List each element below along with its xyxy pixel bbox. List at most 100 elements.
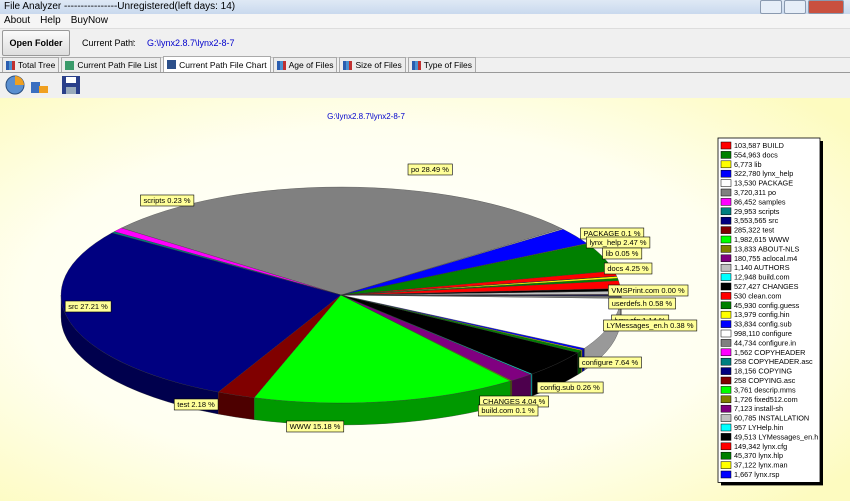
save-icon[interactable] (62, 76, 80, 94)
slice-label: build.com 0.1 % (478, 404, 539, 417)
legend-swatch (720, 207, 732, 216)
tab[interactable]: Size of Files (339, 57, 406, 72)
legend-name: COPYHEADER.asc (748, 357, 813, 366)
legend-value: 3,720,311 (734, 188, 766, 197)
slice-label: LYMessages_en.h 0.38 % (603, 319, 698, 332)
legend-swatch (720, 235, 732, 244)
label-text: lynx_help 2.47 % (589, 238, 646, 247)
pie-sides (60, 294, 622, 426)
legend-value: 285,322 (734, 226, 760, 235)
slice-label: docs 4.25 % (604, 262, 653, 275)
legend-swatch (720, 367, 732, 375)
legend-entry: 149,342 lynx.cfg (734, 442, 787, 451)
legend-entry: 6,773 lib (734, 160, 762, 169)
legend-value: 86,452 (734, 197, 756, 206)
legend-name: scripts (758, 207, 779, 216)
slice (120, 186, 563, 296)
legend-value: 149,342 (734, 442, 760, 451)
label-box (536, 381, 604, 394)
label-box (603, 319, 698, 332)
legend-swatch (720, 179, 732, 187)
label-text: config.sub 0.26 % (540, 383, 600, 392)
legend-value: 258 (734, 376, 746, 385)
slice-label: WWW 15.18 % (286, 420, 345, 433)
legend-name: AUTHORS (754, 263, 790, 272)
legend-entry: 13,833 ABOUT-NLS (734, 244, 799, 253)
tab-bar: Total Tree Current Path File List Curren… (0, 56, 850, 73)
tab[interactable]: Current Path File Chart (163, 56, 271, 72)
tab-label: Size of Files (355, 60, 402, 70)
label-text: src 27.21 % (68, 302, 108, 311)
legend-entry: 18,156 COPYING (734, 367, 792, 376)
tab[interactable]: Age of Files (272, 57, 338, 72)
legend-value: 44,734 (734, 338, 756, 347)
legend-entry: 86,452 samples (734, 197, 786, 206)
maximize[interactable] (784, 0, 806, 14)
legend-name: src (769, 216, 779, 225)
label-text: lib 0.05 % (606, 249, 639, 258)
label-box (604, 262, 653, 275)
bar-icon[interactable] (31, 82, 48, 93)
slice-label: test 2.18 % (173, 398, 219, 411)
legend-entry: 1,562 COPYHEADER (734, 348, 805, 357)
label-text: configure 7.64 % (582, 358, 639, 367)
close[interactable] (808, 0, 844, 14)
chart-title: G:\lynx2.8.7\lynx2-8-7 (327, 112, 405, 121)
label-box (608, 284, 689, 297)
legend-name: CHANGES (762, 282, 798, 291)
legend-value: 1,667 (734, 470, 752, 479)
menu-item[interactable]: BuyNow (70, 15, 108, 26)
minimize[interactable] (760, 0, 782, 14)
legend-name: lynx.rsp (754, 470, 779, 479)
legend-swatch (720, 188, 732, 197)
window-title: File Analyzer ----------------Unregister… (4, 1, 236, 12)
legend-entry: 45,370 lynx.hlp (734, 451, 783, 460)
tab-label: Total Tree (18, 60, 56, 70)
legend-name: INSTALLATION (758, 414, 809, 423)
tab[interactable]: Current Path File List (61, 57, 162, 72)
slice-label: src 27.21 % (64, 300, 112, 313)
open-folder-button[interactable]: Open Folder (2, 30, 70, 56)
menu-item[interactable]: Help (40, 15, 61, 26)
up-arrow[interactable]: ↑ (131, 37, 136, 47)
legend-value: 13,530 (734, 179, 756, 188)
tab[interactable]: Type of Files (407, 57, 476, 72)
legend-name: PACKAGE (758, 179, 793, 188)
legend-value: 18,156 (734, 367, 756, 376)
legend-name: lynx_help (762, 169, 793, 178)
legend-swatch (720, 329, 732, 338)
legend-value: 13,833 (734, 244, 756, 253)
tab-label: Type of Files (423, 60, 472, 70)
tab[interactable]: Total Tree (2, 57, 60, 72)
legend-value: 322,780 (734, 169, 760, 178)
legend-name: LYMessages_en.h (758, 432, 818, 441)
pie-icon[interactable] (5, 75, 25, 95)
label-box (64, 300, 112, 313)
legend-name: install-sh (754, 404, 783, 413)
legend-swatch (720, 310, 732, 319)
label-text: scripts 0.23 % (143, 196, 190, 205)
legend-swatch (720, 320, 732, 328)
legend-swatch (720, 442, 732, 451)
legend-swatch (720, 386, 732, 394)
legend-swatch (720, 339, 732, 347)
legend-value: 1,726 (734, 395, 752, 404)
tab-label: Current Path File List (77, 60, 158, 70)
label-box (140, 194, 195, 207)
legend-value: 957 (734, 423, 746, 432)
legend-name: clean.com (748, 291, 781, 300)
legend-value: 554,963 (734, 150, 760, 159)
legend-value: 180,755 (734, 254, 760, 263)
legend-name: test (762, 226, 774, 235)
menu-bar: About Help BuyNow (0, 14, 850, 28)
menu-item[interactable]: About (4, 15, 31, 26)
tab-label: Age of Files (288, 60, 334, 70)
legend-swatch (720, 141, 732, 150)
label-text: PACKAGE 0.1 % (584, 229, 641, 238)
legend-entry: 44,734 configure.in (734, 338, 796, 347)
legend-swatch (720, 198, 732, 206)
legend-swatch (720, 433, 732, 441)
legend-entry: 7,123 install-sh (734, 404, 783, 413)
slice-label: VMSPrint.com 0.00 % (608, 284, 689, 297)
